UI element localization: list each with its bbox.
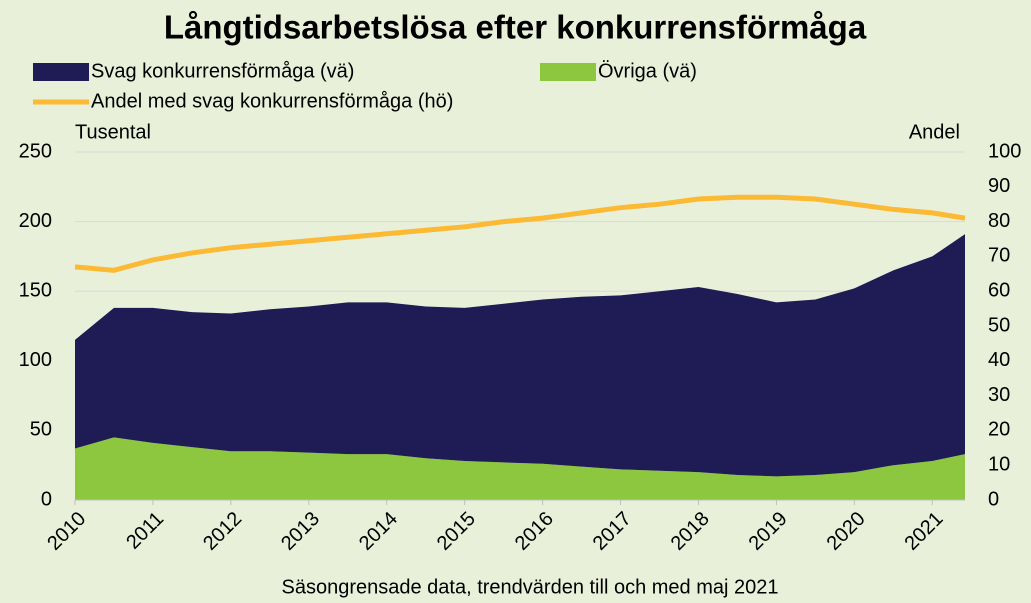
y2-tick-label: 90: [988, 175, 1010, 197]
legend-swatch: [33, 63, 89, 81]
y-tick-label: 0: [41, 488, 52, 510]
y2-tick-label: 40: [988, 349, 1010, 371]
x-tick-label: 2010: [43, 508, 90, 555]
y-tick-label: 150: [19, 279, 52, 301]
subtitle: Säsongrensade data, trendvärden till och…: [282, 576, 779, 598]
x-tick-label: 2011: [122, 508, 168, 554]
x-tick-label: 2021: [901, 508, 948, 555]
y2-tick-label: 50: [988, 314, 1010, 336]
y2-tick-label: 0: [988, 488, 999, 510]
y-tick-label: 100: [19, 349, 52, 371]
x-tick-label: 2012: [199, 508, 246, 555]
x-tick-label: 2020: [823, 508, 870, 555]
x-tick-label: 2019: [745, 508, 792, 555]
x-tick-label: 2013: [277, 508, 324, 555]
x-tick-label: 2014: [355, 508, 402, 555]
line: [74, 194, 966, 273]
legend-label: Övriga (vä): [598, 60, 697, 82]
y-tick-label: 250: [19, 140, 52, 162]
x-tick-label: 2015: [433, 508, 480, 555]
y-axis-label: Tusental: [75, 121, 151, 143]
x-tick-label: 2017: [589, 508, 636, 555]
y-tick-label: 200: [19, 210, 52, 232]
area: [75, 437, 965, 500]
y2-tick-label: 10: [988, 453, 1010, 475]
area: [75, 234, 965, 477]
legend-label: Andel med svag konkurrensförmåga (hö): [91, 90, 453, 112]
y2-tick-label: 20: [988, 419, 1010, 441]
y2-tick-label: 30: [988, 384, 1010, 406]
y-tick-label: 50: [30, 419, 52, 441]
x-tick-label: 2018: [667, 508, 714, 555]
y2-axis-label: Andel: [909, 121, 960, 143]
y2-tick-label: 70: [988, 245, 1010, 267]
legend-swatch: [540, 63, 596, 81]
y2-tick-label: 100: [988, 140, 1021, 162]
y2-tick-label: 60: [988, 279, 1010, 301]
x-tick-label: 2016: [511, 508, 558, 555]
chart-title: Långtidsarbetslösa efter konkurrensförmå…: [164, 9, 867, 46]
y2-tick-label: 80: [988, 210, 1010, 232]
legend-label: Svag konkurrensförmåga (vä): [91, 60, 354, 82]
